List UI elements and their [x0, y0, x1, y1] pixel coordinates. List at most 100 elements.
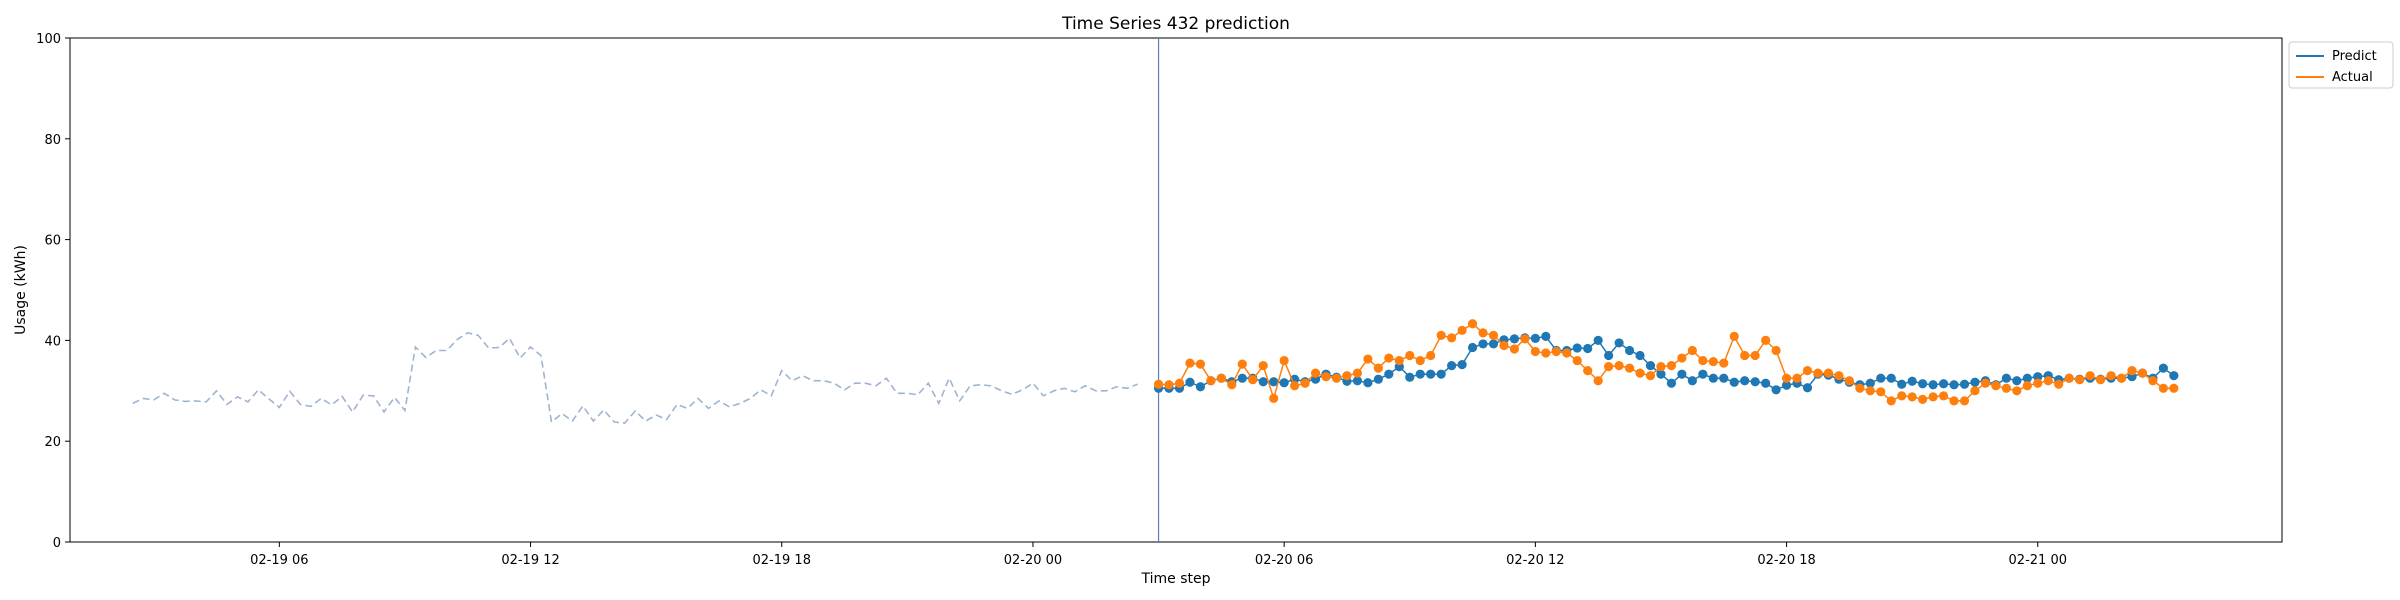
x-tick-label: 02-21 00: [2009, 553, 2067, 568]
series-line-actual: [1158, 322, 2174, 402]
data-point-predict: [1781, 380, 1792, 390]
data-point-predict: [2022, 373, 2032, 383]
x-tick-label: 02-20 18: [1757, 553, 1815, 568]
data-point-predict: [1938, 379, 1949, 389]
data-point-predict: [1771, 385, 1781, 395]
data-point-actual: [1928, 392, 1938, 402]
data-point-predict: [1666, 378, 1677, 388]
data-point-actual: [1541, 348, 1551, 358]
data-point-actual: [1499, 340, 1509, 351]
data-point-predict: [1258, 377, 1268, 387]
x-tick-label: 02-19 18: [753, 553, 811, 568]
data-point-actual: [1959, 396, 1970, 406]
data-point-predict: [1279, 378, 1289, 388]
data-point-actual: [1740, 350, 1750, 361]
data-point-actual: [2033, 378, 2043, 388]
data-point-predict: [1907, 376, 1917, 386]
data-point-actual: [1698, 355, 1708, 366]
data-point-actual: [1750, 350, 1760, 361]
data-point-predict: [1509, 334, 1520, 344]
data-point-predict: [1865, 378, 1875, 388]
data-point-predict: [1635, 350, 1645, 361]
data-point-actual: [1897, 391, 1907, 401]
data-point-actual: [1227, 380, 1237, 390]
data-point-actual: [1300, 378, 1310, 388]
data-point-predict: [1750, 377, 1760, 387]
data-point-actual: [1771, 345, 1781, 356]
data-point-predict: [1478, 339, 1488, 349]
data-point-actual: [1844, 376, 1854, 386]
data-point-actual: [1478, 328, 1488, 338]
data-point-predict: [1572, 343, 1582, 353]
data-point-actual: [1687, 345, 1697, 356]
data-point-actual: [2127, 366, 2137, 376]
series-line-history: [132, 331, 1138, 424]
data-point-actual: [1876, 387, 1886, 397]
data-point-predict: [1761, 378, 1771, 388]
data-point-predict: [1467, 342, 1478, 353]
x-tick-label: 02-20 00: [1004, 553, 1062, 568]
data-point-predict: [1918, 379, 1928, 389]
data-point-actual: [1206, 376, 1216, 386]
data-point-predict: [1363, 378, 1373, 388]
data-point-actual: [2137, 368, 2148, 378]
data-point-predict: [1698, 369, 1708, 379]
y-tick-label: 80: [44, 133, 61, 148]
data-point-actual: [1290, 381, 1300, 391]
data-point-actual: [1761, 335, 1771, 345]
data-point-predict: [1886, 373, 1896, 383]
data-point-predict: [1645, 361, 1656, 371]
data-point-actual: [1624, 363, 1635, 373]
data-point-predict: [1384, 369, 1394, 379]
data-point-actual: [2043, 376, 2053, 386]
data-point-actual: [1342, 371, 1352, 381]
data-point-actual: [2095, 375, 2106, 385]
data-point-actual: [2169, 383, 2179, 393]
data-point-predict: [1624, 345, 1635, 356]
data-point-predict: [1237, 373, 1247, 383]
data-point-actual: [1572, 355, 1582, 366]
data-point-predict: [1195, 382, 1206, 392]
data-point-actual: [1991, 381, 2001, 391]
data-point-predict: [1185, 377, 1195, 387]
data-point-actual: [2075, 375, 2085, 385]
data-point-actual: [1237, 359, 1247, 369]
data-point-predict: [1656, 369, 1666, 379]
data-point-actual: [1164, 380, 1174, 390]
data-point-actual: [1708, 356, 1718, 367]
data-point-actual: [2148, 376, 2158, 386]
data-point-actual: [1279, 355, 1289, 366]
data-point-actual: [1310, 368, 1321, 378]
data-point-predict: [1949, 380, 1959, 390]
data-point-actual: [1363, 354, 1373, 364]
data-point-predict: [1352, 376, 1363, 386]
data-point-predict: [1488, 339, 1499, 349]
data-point-actual: [2001, 383, 2011, 393]
data-point-actual: [1865, 386, 1875, 396]
x-tick-label: 02-20 06: [1255, 553, 1313, 568]
data-point-predict: [2001, 373, 2011, 383]
data-point-actual: [1153, 379, 1164, 389]
series-layer: [132, 319, 2179, 424]
data-point-predict: [1593, 335, 1603, 345]
data-point-actual: [1248, 375, 1258, 385]
data-point-actual: [1195, 359, 1206, 369]
data-point-predict: [2012, 376, 2022, 386]
data-point-predict: [1876, 373, 1886, 383]
data-point-actual: [1886, 396, 1896, 406]
data-point-actual: [1677, 353, 1687, 363]
data-point-predict: [1415, 369, 1425, 379]
data-point-actual: [2064, 373, 2074, 383]
data-point-predict: [1970, 377, 1980, 387]
data-point-predict: [1687, 376, 1697, 386]
data-point-predict: [1677, 369, 1687, 379]
data-point-actual: [1666, 361, 1677, 371]
data-point-actual: [1530, 346, 1540, 357]
y-axis-label: Usage (kWh): [13, 245, 29, 335]
axis-ticks: 0 20 40 60 80 100 02-19 06 02-19 12 02-19 18 02-2…: [36, 32, 2067, 568]
data-point-predict: [1583, 343, 1593, 354]
data-point-actual: [2012, 386, 2022, 396]
data-point-actual: [1583, 366, 1593, 376]
plot-frame: [69, 37, 2283, 543]
